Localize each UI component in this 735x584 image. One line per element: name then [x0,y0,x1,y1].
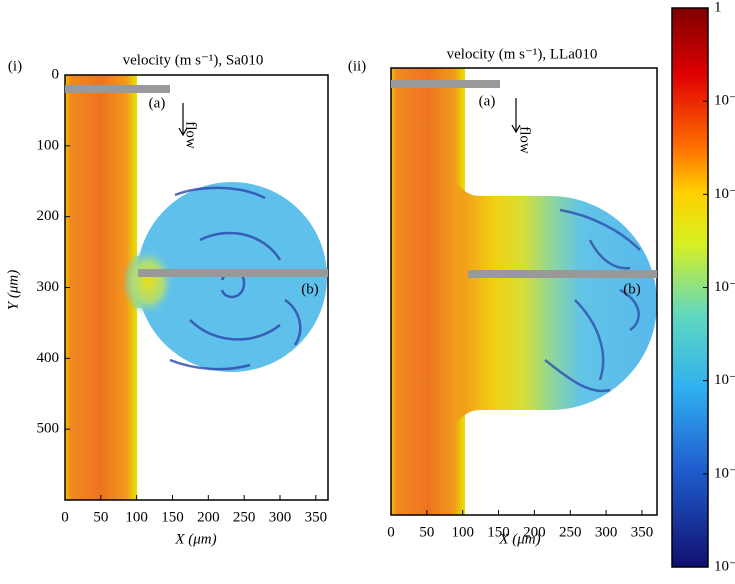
x-tick-label: 100 [125,509,148,525]
x-tick-label: 250 [559,524,582,540]
x-tick-label: 300 [269,509,292,525]
x-tick-label: 350 [631,524,654,540]
x-tick-label: 200 [523,524,546,540]
colorbar-tick-label: 10⁻² [714,186,735,202]
colorbar-tick-label: 10⁻⁶ [714,558,735,574]
x-tick-label: 350 [305,509,328,525]
annotation: flow [517,126,533,154]
chart-title: velocity (m s⁻¹), Sa010 [123,52,264,68]
colorbar-tick-label: 10⁻⁵ [714,465,735,481]
x-tick-label: 200 [197,509,220,525]
heatmap-image [391,68,657,515]
x-axis-label: X (μm) [174,531,216,547]
flow-arrowhead [511,124,521,134]
x-tick-label: 0 [387,524,395,540]
y-tick-label: 100 [37,137,60,153]
x-tick-label: 150 [487,524,510,540]
y-tick-label: 0 [52,66,60,82]
x-tick-label: 50 [93,509,108,525]
colorbar-tick-label: 10⁻³ [714,279,735,295]
plot-frame [390,67,658,516]
colorbar-tick-label: 10⁻⁴ [714,372,735,388]
y-tick-label: 300 [37,279,60,295]
heatmap-image [65,75,327,500]
y-tick-label: 400 [37,350,60,366]
panel-label: (ii) [348,58,366,74]
colorbar-tick-label: 1 [714,0,722,15]
flow-arrowhead [178,127,188,137]
y-tick-label: 200 [37,208,60,224]
y-axis-label: Y (μm) [5,270,21,310]
chart-title: velocity (m s⁻¹), LLa010 [447,46,598,62]
annotation: (a) [479,93,496,109]
colorbar-tick-label: 10⁻¹ [714,93,735,109]
x-tick-label: 250 [233,509,256,525]
y-tick-label: 500 [37,421,60,437]
panel-label: (i) [8,58,22,74]
colorbar-gradient [672,8,708,567]
annotation: (b) [623,281,641,297]
annotation: (b) [301,281,319,297]
x-tick-label: 0 [61,509,69,525]
x-tick-label: 50 [419,524,434,540]
annotation: (a) [149,95,166,111]
x-tick-label: 100 [451,524,474,540]
annotation: flow [183,121,199,149]
x-tick-label: 150 [161,509,184,525]
x-tick-label: 300 [595,524,618,540]
x-axis-label: X (μm) [498,531,540,547]
